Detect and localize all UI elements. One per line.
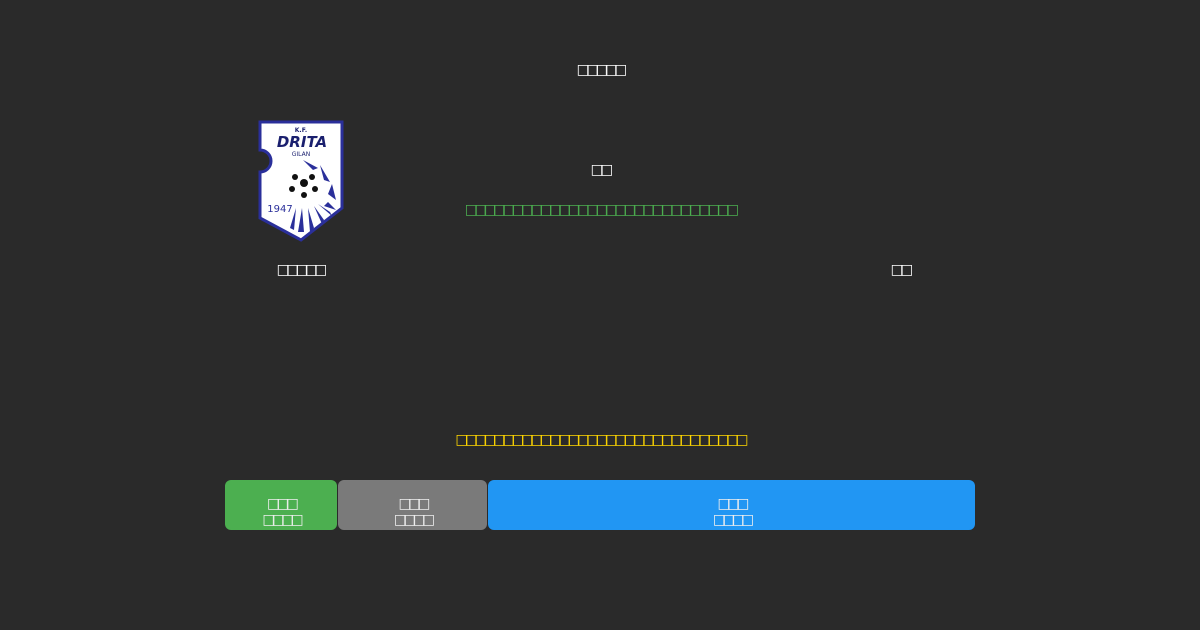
page-title: □□□□□ (576, 62, 628, 78)
button-line1: □□□ (398, 496, 431, 512)
button-line2: □□□□ (262, 512, 303, 528)
button-line2: □□□□ (393, 512, 435, 528)
logo-kf-text: K.F. (295, 127, 307, 134)
action-button-3[interactable]: □□□ □□□□ (488, 480, 975, 530)
match-status-text: □□□□□□□□□□□□□□□□□□□□□□□□□□□□□ (464, 202, 739, 218)
button-line2: □□□□ (712, 512, 754, 528)
button-line1: □□□ (717, 496, 750, 512)
button-line1: □□□ (267, 496, 299, 512)
logo-city-text: GILAN (292, 151, 311, 158)
notice-text: □□□□□□□□□□□□□□□□□□□□□□□□□□□□□□□ (455, 432, 748, 448)
logo-name-text: DRITA (277, 133, 327, 151)
logo-year-text: 1947 (267, 204, 292, 215)
away-team-name: □□ (890, 262, 914, 278)
home-team-logo: K.F. DRITA GILAN 1947 (258, 120, 344, 242)
vs-label: □□ (590, 162, 614, 178)
action-button-2[interactable]: □□□ □□□□ (338, 480, 487, 530)
home-team-name: □□□□□ (276, 262, 328, 278)
action-button-1[interactable]: □□□ □□□□ (225, 480, 337, 530)
